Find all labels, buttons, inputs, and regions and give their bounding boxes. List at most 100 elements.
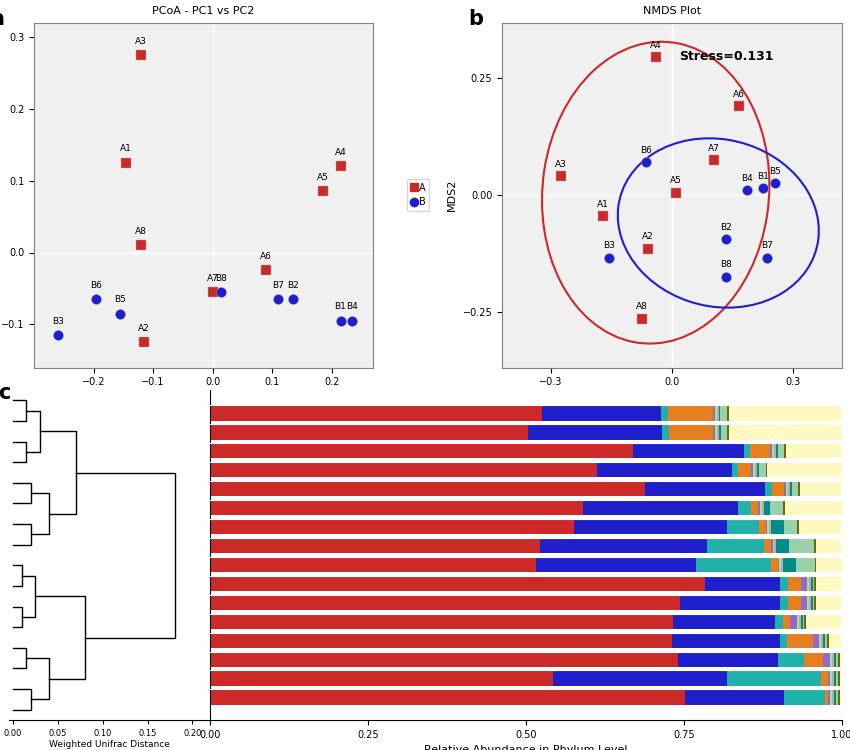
Bar <box>696 556 771 572</box>
Bar <box>770 500 784 515</box>
Bar <box>542 405 661 421</box>
Text: B4: B4 <box>740 174 752 183</box>
Bar <box>801 595 807 610</box>
Bar <box>799 519 842 534</box>
Bar <box>211 632 672 648</box>
Bar <box>825 689 828 705</box>
Bar <box>824 652 830 667</box>
Point <box>740 184 753 196</box>
Bar <box>834 670 836 686</box>
Bar <box>772 443 774 458</box>
Bar <box>760 500 762 515</box>
Bar <box>816 576 842 591</box>
Point <box>554 170 568 182</box>
Bar <box>772 519 785 534</box>
Bar <box>705 576 780 591</box>
Bar <box>785 500 842 515</box>
Point <box>206 286 219 298</box>
Bar <box>768 462 842 478</box>
Bar <box>801 614 802 629</box>
Text: A7: A7 <box>708 143 720 152</box>
Text: B3: B3 <box>52 316 64 326</box>
Bar <box>721 424 728 439</box>
Text: A3: A3 <box>555 160 567 169</box>
Point <box>346 315 360 327</box>
Bar <box>751 443 770 458</box>
Bar <box>773 538 774 554</box>
Bar <box>796 614 799 629</box>
Bar <box>774 443 776 458</box>
Bar <box>772 481 785 496</box>
Bar <box>727 670 821 686</box>
Bar <box>739 462 751 478</box>
Bar <box>667 405 712 421</box>
Text: B1: B1 <box>756 172 768 181</box>
Text: A1: A1 <box>598 200 609 208</box>
Point <box>760 252 774 264</box>
Bar <box>819 632 821 648</box>
Point <box>756 182 769 194</box>
Bar <box>776 443 778 458</box>
Text: A3: A3 <box>135 37 147 46</box>
Point <box>90 293 104 305</box>
Text: a: a <box>0 9 4 28</box>
Bar <box>778 556 779 572</box>
Bar <box>779 652 804 667</box>
Bar <box>802 614 804 629</box>
Bar <box>837 652 840 667</box>
Bar <box>662 424 668 439</box>
Bar <box>779 632 787 648</box>
Bar <box>727 405 728 421</box>
Bar <box>836 689 838 705</box>
X-axis label: MDS1: MDS1 <box>655 393 688 403</box>
Bar <box>788 481 790 496</box>
Bar <box>661 405 667 421</box>
Bar <box>685 689 784 705</box>
Bar <box>787 632 813 648</box>
Y-axis label: MDS2: MDS2 <box>447 178 457 212</box>
Point <box>138 336 151 348</box>
Bar <box>780 576 788 591</box>
Bar <box>728 424 729 439</box>
Bar <box>813 595 814 610</box>
Bar <box>211 670 553 686</box>
Bar <box>788 595 801 610</box>
Bar <box>829 632 842 648</box>
Bar <box>789 538 814 554</box>
Bar <box>832 652 834 667</box>
Bar <box>840 652 842 667</box>
Bar <box>211 614 673 629</box>
Bar <box>211 519 574 534</box>
Bar <box>707 538 764 554</box>
Text: B4: B4 <box>347 302 359 311</box>
Bar <box>771 538 773 554</box>
Bar <box>799 614 801 629</box>
Bar <box>823 632 825 648</box>
Bar <box>717 424 719 439</box>
Bar <box>211 556 536 572</box>
Bar <box>816 595 842 610</box>
Bar <box>716 424 717 439</box>
Point <box>768 177 782 189</box>
Text: B1: B1 <box>335 302 347 311</box>
Bar <box>838 689 840 705</box>
Bar <box>785 481 786 496</box>
Bar <box>790 481 792 496</box>
Bar <box>757 462 759 478</box>
Bar <box>827 632 829 648</box>
Point <box>720 233 734 245</box>
Bar <box>801 576 807 591</box>
Bar <box>211 462 597 478</box>
Text: B8: B8 <box>721 260 733 269</box>
Bar <box>816 538 842 554</box>
Text: A4: A4 <box>650 41 661 50</box>
Point <box>120 157 133 169</box>
Bar <box>553 670 727 686</box>
Text: B7: B7 <box>761 242 773 250</box>
Bar <box>779 556 781 572</box>
Legend: A, B: A, B <box>407 178 429 212</box>
Bar <box>211 424 528 439</box>
Point <box>316 185 330 197</box>
Bar <box>763 500 770 515</box>
Bar <box>762 500 763 515</box>
